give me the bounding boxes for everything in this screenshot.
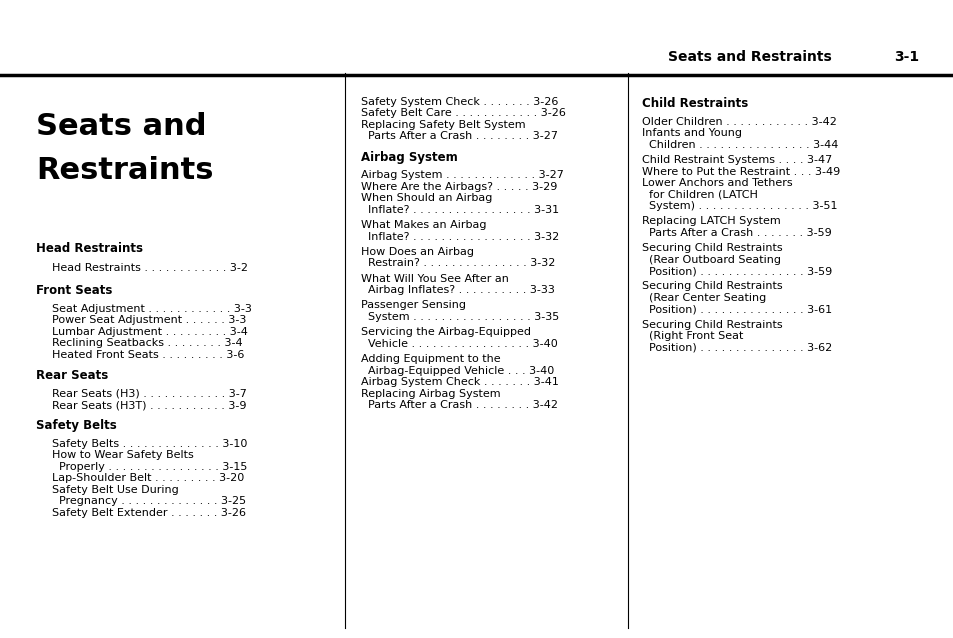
Text: How Does an Airbag: How Does an Airbag xyxy=(360,247,473,257)
Text: Restraints: Restraints xyxy=(36,156,213,185)
Text: Servicing the Airbag-Equipped: Servicing the Airbag-Equipped xyxy=(360,327,530,338)
Text: How to Wear Safety Belts: How to Wear Safety Belts xyxy=(52,450,194,461)
Text: (Right Front Seat: (Right Front Seat xyxy=(641,331,742,341)
Text: Airbag System Check . . . . . . . 3-41: Airbag System Check . . . . . . . 3-41 xyxy=(360,377,558,387)
Text: Seat Adjustment . . . . . . . . . . . . 3-3: Seat Adjustment . . . . . . . . . . . . … xyxy=(52,304,253,314)
Text: Securing Child Restraints: Securing Child Restraints xyxy=(641,243,781,253)
Text: Rear Seats (H3T) . . . . . . . . . . . 3-9: Rear Seats (H3T) . . . . . . . . . . . 3… xyxy=(52,400,247,410)
Text: Position) . . . . . . . . . . . . . . . 3-59: Position) . . . . . . . . . . . . . . . … xyxy=(641,266,831,276)
Text: Lap-Shoulder Belt . . . . . . . . . 3-20: Lap-Shoulder Belt . . . . . . . . . 3-20 xyxy=(52,473,245,484)
Text: Rear Seats: Rear Seats xyxy=(36,369,109,382)
Text: Inflate? . . . . . . . . . . . . . . . . . 3-31: Inflate? . . . . . . . . . . . . . . . .… xyxy=(360,205,558,215)
Text: What Makes an Airbag: What Makes an Airbag xyxy=(360,220,486,230)
Text: Child Restraints: Child Restraints xyxy=(641,97,747,110)
Text: (Rear Center Seating: (Rear Center Seating xyxy=(641,293,765,303)
Text: Airbag-Equipped Vehicle . . . 3-40: Airbag-Equipped Vehicle . . . 3-40 xyxy=(360,366,554,376)
Text: Head Restraints: Head Restraints xyxy=(36,242,143,255)
Text: Airbag System . . . . . . . . . . . . . 3-27: Airbag System . . . . . . . . . . . . . … xyxy=(360,170,563,181)
Text: Head Restraints . . . . . . . . . . . . 3-2: Head Restraints . . . . . . . . . . . . … xyxy=(52,263,248,273)
Text: System) . . . . . . . . . . . . . . . . 3-51: System) . . . . . . . . . . . . . . . . … xyxy=(641,201,837,211)
Text: Reclining Seatbacks . . . . . . . . 3-4: Reclining Seatbacks . . . . . . . . 3-4 xyxy=(52,338,243,348)
Text: Safety Belts . . . . . . . . . . . . . . 3-10: Safety Belts . . . . . . . . . . . . . .… xyxy=(52,439,248,449)
Text: Infants and Young: Infants and Young xyxy=(641,128,741,138)
Text: Safety Belts: Safety Belts xyxy=(36,419,117,432)
Text: for Children (LATCH: for Children (LATCH xyxy=(641,189,757,200)
Text: Safety Belt Extender . . . . . . . 3-26: Safety Belt Extender . . . . . . . 3-26 xyxy=(52,508,246,518)
Text: Pregnancy . . . . . . . . . . . . . . 3-25: Pregnancy . . . . . . . . . . . . . . 3-… xyxy=(52,496,246,507)
Text: Child Restraint Systems . . . . 3-47: Child Restraint Systems . . . . 3-47 xyxy=(641,155,831,165)
Text: Adding Equipment to the: Adding Equipment to the xyxy=(360,354,499,364)
Text: Parts After a Crash . . . . . . . . 3-27: Parts After a Crash . . . . . . . . 3-27 xyxy=(360,131,557,142)
Text: Older Children . . . . . . . . . . . . 3-42: Older Children . . . . . . . . . . . . 3… xyxy=(641,117,836,127)
Text: Seats and Restraints: Seats and Restraints xyxy=(667,50,831,64)
Text: Power Seat Adjustment . . . . . . 3-3: Power Seat Adjustment . . . . . . 3-3 xyxy=(52,315,247,325)
Text: Airbag System: Airbag System xyxy=(360,151,456,163)
Text: Properly . . . . . . . . . . . . . . . . 3-15: Properly . . . . . . . . . . . . . . . .… xyxy=(52,462,248,472)
Text: Where to Put the Restraint . . . 3-49: Where to Put the Restraint . . . 3-49 xyxy=(641,167,840,177)
Text: (Rear Outboard Seating: (Rear Outboard Seating xyxy=(641,255,781,265)
Text: Inflate? . . . . . . . . . . . . . . . . . 3-32: Inflate? . . . . . . . . . . . . . . . .… xyxy=(360,232,558,242)
Text: Lower Anchors and Tethers: Lower Anchors and Tethers xyxy=(641,178,792,188)
Text: Rear Seats (H3) . . . . . . . . . . . . 3-7: Rear Seats (H3) . . . . . . . . . . . . … xyxy=(52,389,247,399)
Text: Children . . . . . . . . . . . . . . . . 3-44: Children . . . . . . . . . . . . . . . .… xyxy=(641,140,838,150)
Text: Vehicle . . . . . . . . . . . . . . . . . 3-40: Vehicle . . . . . . . . . . . . . . . . … xyxy=(360,339,557,349)
Text: Position) . . . . . . . . . . . . . . . 3-62: Position) . . . . . . . . . . . . . . . … xyxy=(641,343,831,353)
Text: Replacing Safety Belt System: Replacing Safety Belt System xyxy=(360,120,525,130)
Text: Replacing LATCH System: Replacing LATCH System xyxy=(641,216,780,226)
Text: Replacing Airbag System: Replacing Airbag System xyxy=(360,389,499,399)
Text: Front Seats: Front Seats xyxy=(36,284,112,297)
Text: Airbag Inflates? . . . . . . . . . . 3-33: Airbag Inflates? . . . . . . . . . . 3-3… xyxy=(360,285,554,295)
Text: Passenger Sensing: Passenger Sensing xyxy=(360,300,465,311)
Text: Parts After a Crash . . . . . . . . 3-42: Parts After a Crash . . . . . . . . 3-42 xyxy=(360,400,557,410)
Text: Seats and: Seats and xyxy=(36,112,207,140)
Text: Safety Belt Use During: Safety Belt Use During xyxy=(52,485,179,495)
Text: When Should an Airbag: When Should an Airbag xyxy=(360,193,492,204)
Text: 3-1: 3-1 xyxy=(893,50,918,64)
Text: Where Are the Airbags? . . . . . 3-29: Where Are the Airbags? . . . . . 3-29 xyxy=(360,182,557,192)
Text: Securing Child Restraints: Securing Child Restraints xyxy=(641,320,781,330)
Text: Securing Child Restraints: Securing Child Restraints xyxy=(641,281,781,292)
Text: Safety System Check . . . . . . . 3-26: Safety System Check . . . . . . . 3-26 xyxy=(360,97,558,107)
Text: Restrain? . . . . . . . . . . . . . . . 3-32: Restrain? . . . . . . . . . . . . . . . … xyxy=(360,258,555,269)
Text: What Will You See After an: What Will You See After an xyxy=(360,274,508,284)
Text: Heated Front Seats . . . . . . . . . 3-6: Heated Front Seats . . . . . . . . . 3-6 xyxy=(52,350,245,360)
Text: System . . . . . . . . . . . . . . . . . 3-35: System . . . . . . . . . . . . . . . . .… xyxy=(360,312,558,322)
Text: Lumbar Adjustment . . . . . . . . . 3-4: Lumbar Adjustment . . . . . . . . . 3-4 xyxy=(52,327,248,337)
Text: Position) . . . . . . . . . . . . . . . 3-61: Position) . . . . . . . . . . . . . . . … xyxy=(641,304,831,315)
Text: Parts After a Crash . . . . . . . 3-59: Parts After a Crash . . . . . . . 3-59 xyxy=(641,228,831,238)
Text: Safety Belt Care . . . . . . . . . . . . 3-26: Safety Belt Care . . . . . . . . . . . .… xyxy=(360,108,565,119)
